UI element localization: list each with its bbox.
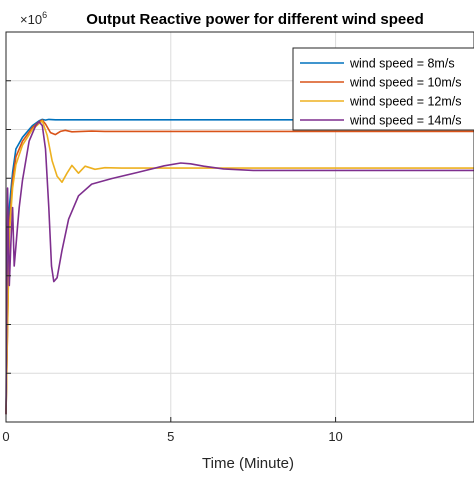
series-line — [5, 120, 474, 415]
legend-label: wind speed = 14m/s — [349, 114, 462, 128]
legend-label: wind speed = 12m/s — [349, 95, 462, 109]
legend: wind speed = 8m/s wind speed = 10m/s wind … — [292, 47, 474, 131]
series-line — [5, 119, 474, 415]
x-axis-label: Time (Minute) — [202, 455, 294, 472]
legend-label: wind speed = 8m/s — [349, 57, 455, 71]
x-tick-label: 5 — [167, 429, 174, 444]
chart-title: Output Reactive power for different wind… — [86, 11, 424, 28]
series-line — [5, 118, 474, 415]
series-line — [5, 120, 474, 415]
legend-box — [292, 47, 474, 131]
legend-label: wind speed = 10m/s — [349, 76, 462, 90]
series-lines — [5, 118, 474, 415]
x-tick-label: 10 — [328, 429, 342, 444]
y-exponent-label: ×106 — [20, 10, 47, 27]
x-tick-label: 0 — [2, 429, 9, 444]
axis-ticks: 0 5 10 — [2, 80, 343, 444]
